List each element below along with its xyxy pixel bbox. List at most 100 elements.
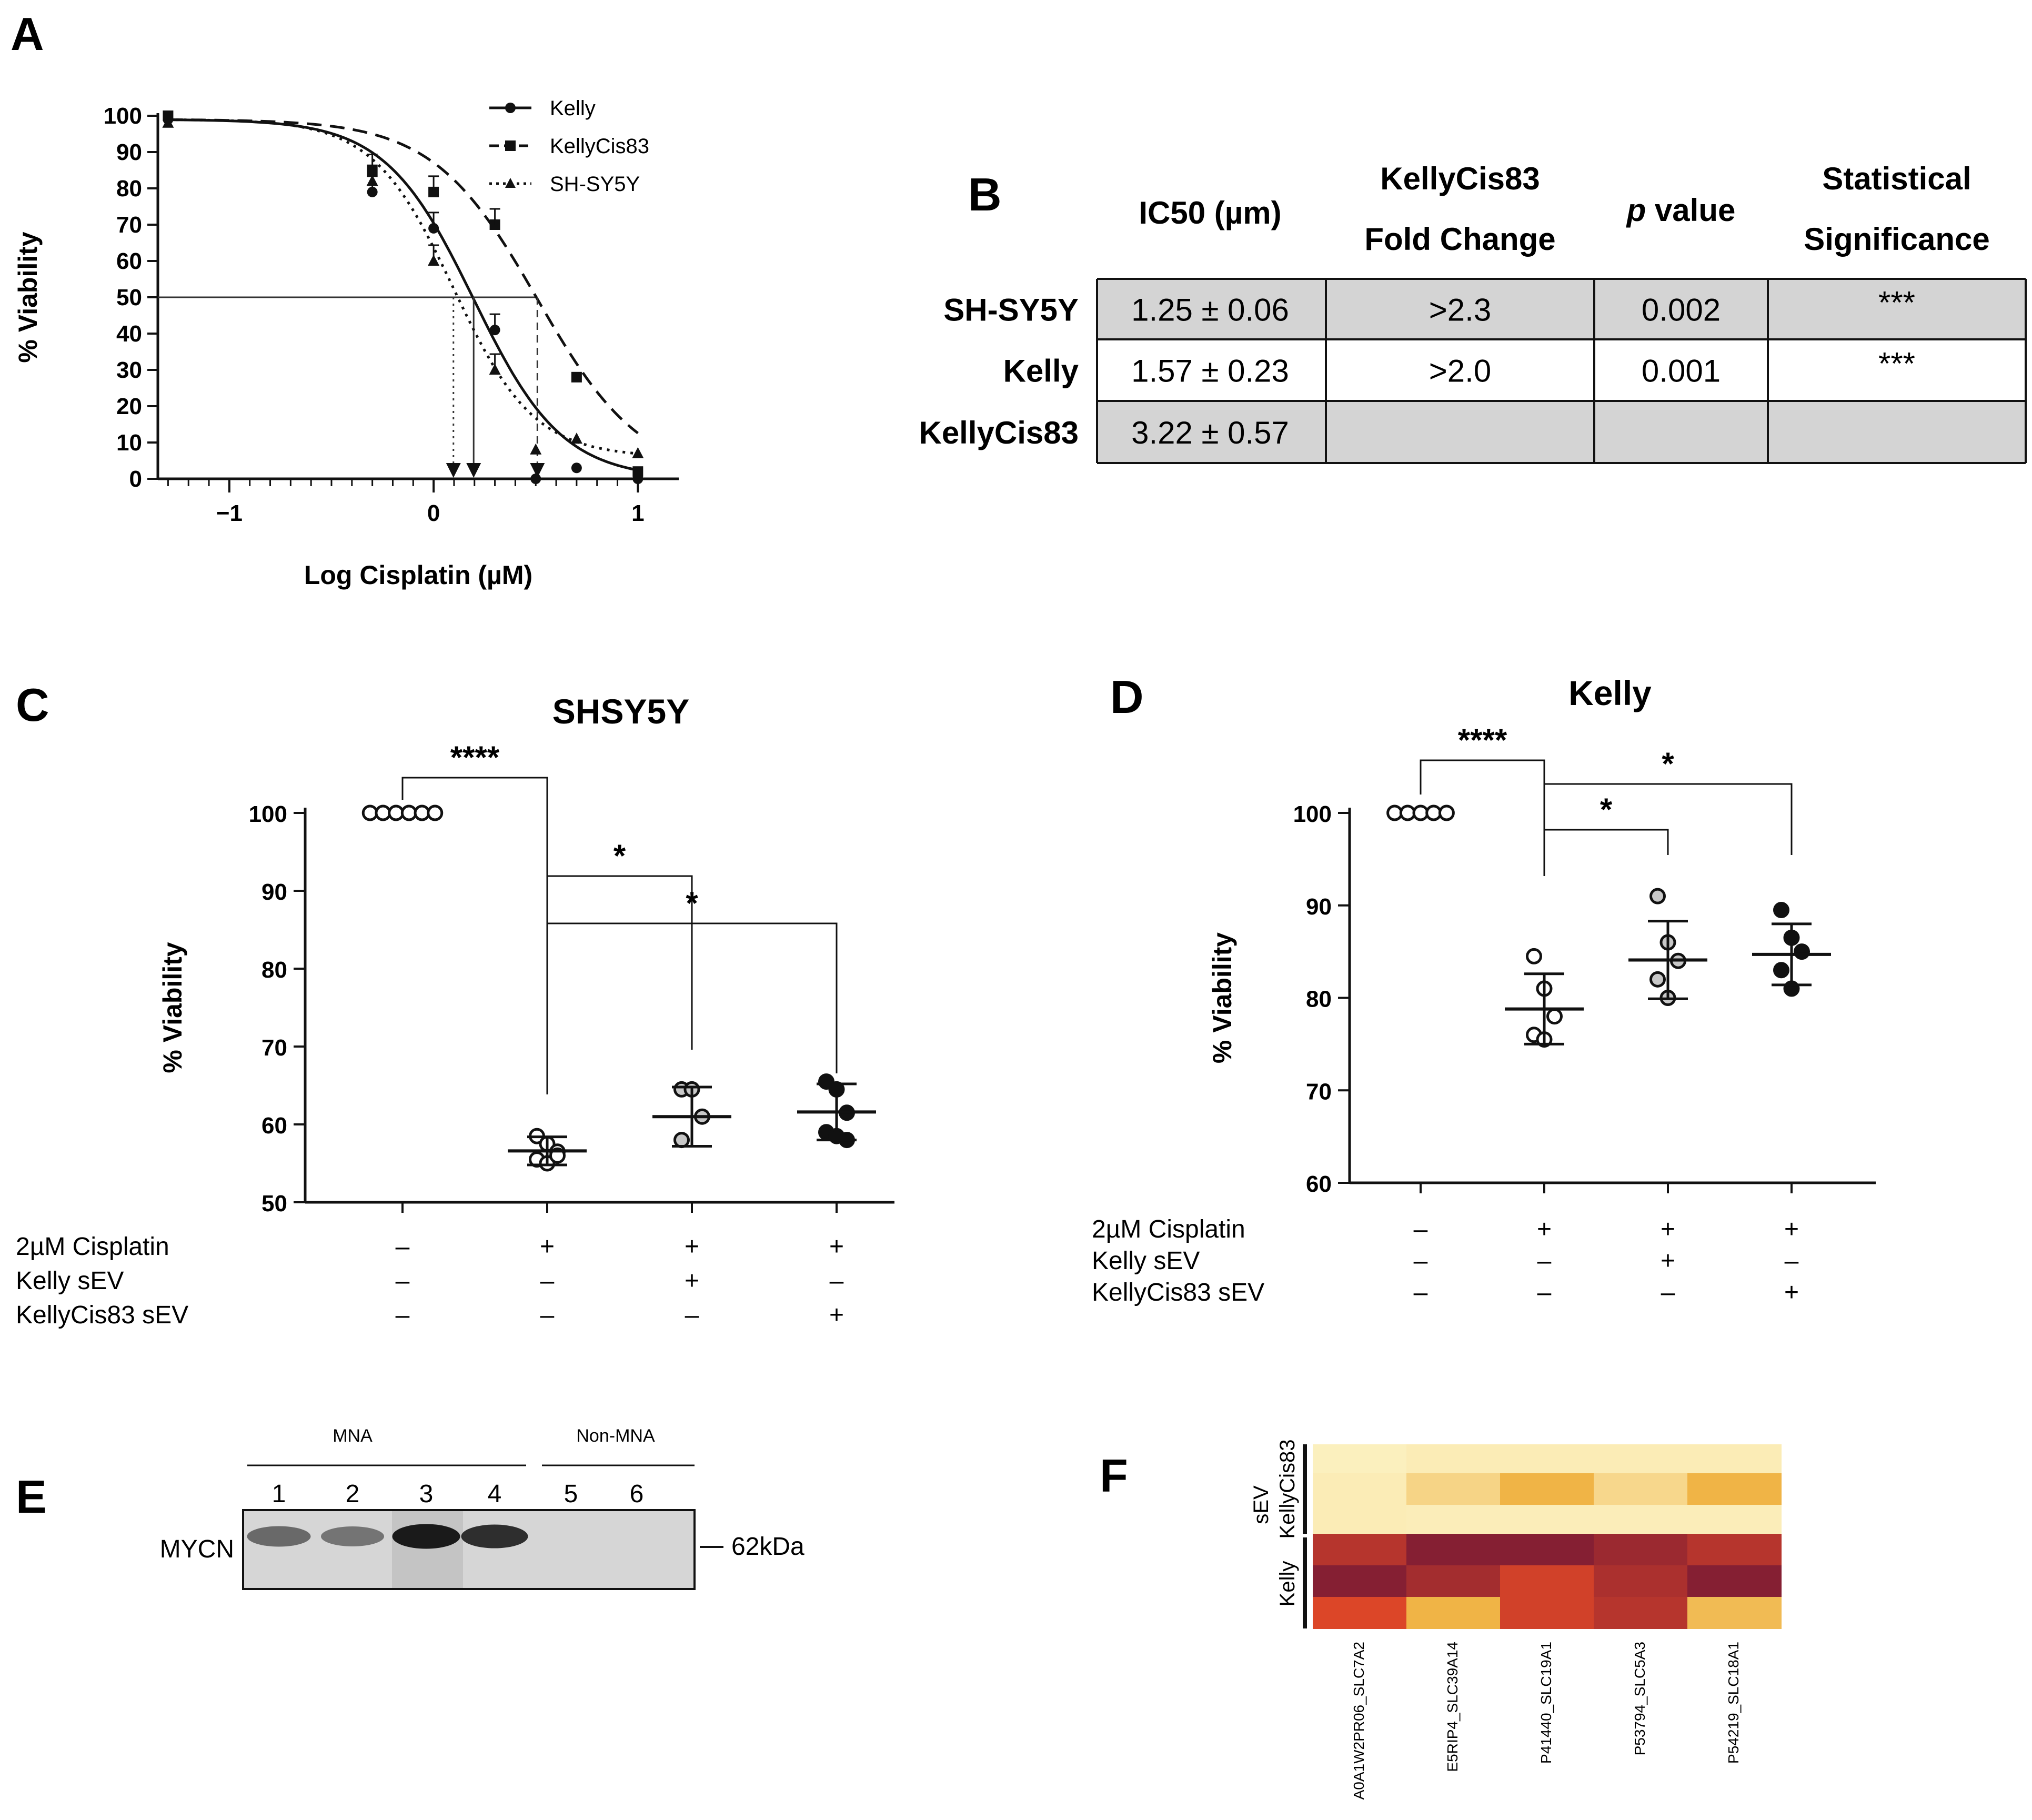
table-header-value: value xyxy=(1646,193,1735,228)
condition-value: – xyxy=(685,1301,699,1329)
condition-value: – xyxy=(1537,1247,1552,1275)
ic50-arrow xyxy=(530,463,545,478)
condition-value: – xyxy=(396,1301,410,1329)
column-label: A0A1W2PR06_SLC7A2 xyxy=(1351,1642,1367,1799)
significance-bracket xyxy=(401,777,548,1094)
condition-value: – xyxy=(1414,1215,1428,1243)
panel-letter-a: A xyxy=(11,8,44,60)
data-point xyxy=(414,805,430,821)
heatmap-cell xyxy=(1594,1444,1688,1474)
heatmap-cell xyxy=(1313,1473,1407,1505)
condition-label: Kelly sEV xyxy=(1092,1247,1200,1275)
data-point xyxy=(673,1132,690,1149)
y-axis-title: % Viability xyxy=(1208,932,1237,1063)
blot-membrane xyxy=(242,1509,696,1590)
heatmap-cell xyxy=(1687,1534,1782,1566)
table-cell: 0.001 xyxy=(1642,354,1721,389)
data-point xyxy=(1649,888,1666,904)
heatmap-cell xyxy=(1500,1473,1594,1505)
table-header-fold-change: Fold Change xyxy=(1364,222,1555,257)
row-group-label: KellyCis83 xyxy=(1276,1440,1299,1539)
heatmap-cell xyxy=(1500,1444,1594,1474)
significance-label: * xyxy=(1600,792,1613,827)
condition-value: + xyxy=(1784,1215,1799,1243)
y-tick-label: 60 xyxy=(116,248,142,274)
side-label-sev: sEV xyxy=(1250,1485,1273,1524)
fit-curve-sh-sy5y xyxy=(168,118,638,455)
data-point xyxy=(1773,902,1789,919)
legend-label: Kelly xyxy=(550,97,596,120)
condition-value: – xyxy=(1785,1247,1799,1275)
heatmap-cell xyxy=(1687,1597,1782,1629)
heatmap-cell xyxy=(1500,1534,1594,1566)
condition-label: KellyCis83 sEV xyxy=(1092,1279,1264,1306)
heatmap-cell xyxy=(1313,1444,1407,1474)
point-kellycis83 xyxy=(632,466,643,477)
heatmap-cell xyxy=(1406,1534,1501,1566)
x-axis-title: Log Cisplatin (µM) xyxy=(304,560,532,590)
data-point xyxy=(1773,962,1789,979)
chart-title: SHSY5Y xyxy=(552,692,689,731)
table-cell: 1.25 ± 0.06 xyxy=(1131,293,1289,328)
y-tick-label: 30 xyxy=(116,357,142,383)
y-tick-label: 50 xyxy=(261,1191,287,1216)
significance-label: * xyxy=(613,838,626,873)
y-tick-label: 100 xyxy=(104,103,142,129)
condition-label: Kelly sEV xyxy=(16,1267,124,1295)
point-shsy5y xyxy=(632,447,644,458)
point-shsy5y xyxy=(570,433,582,444)
group-label-non-mna: Non-MNA xyxy=(576,1426,655,1446)
y-tick-label: 70 xyxy=(1306,1079,1332,1104)
table-cell: 1.57 ± 0.23 xyxy=(1131,354,1289,389)
heatmap-cell xyxy=(1594,1597,1688,1629)
heatmap-cell xyxy=(1500,1597,1594,1629)
heatmap-cell xyxy=(1406,1505,1501,1534)
condition-label: KellyCis83 sEV xyxy=(16,1301,188,1329)
significance-bracket xyxy=(546,875,693,1089)
heatmap-cell xyxy=(1594,1534,1688,1566)
heatmap-cell xyxy=(1406,1473,1501,1505)
x-tick-label: 1 xyxy=(631,500,644,526)
table-row-label: Kelly xyxy=(1003,354,1079,389)
heatmap-cell xyxy=(1687,1473,1782,1505)
panel-letter-b: B xyxy=(968,168,1002,220)
table-header-kellycis83: KellyCis83 xyxy=(1380,161,1540,196)
condition-value: – xyxy=(1537,1279,1552,1306)
significance-bracket xyxy=(546,922,838,1089)
heatmap-cell xyxy=(1687,1565,1782,1597)
y-tick-label: 40 xyxy=(116,321,142,347)
y-tick-label: 0 xyxy=(129,466,142,492)
ic50-arrow xyxy=(446,463,461,478)
legend-label: KellyCis83 xyxy=(550,135,649,158)
legend-marker xyxy=(505,103,516,113)
condition-value: + xyxy=(1661,1247,1675,1275)
column-label: E5RIP4_SLC39A14 xyxy=(1444,1642,1461,1772)
heatmap-cell xyxy=(1500,1565,1594,1597)
data-point xyxy=(1412,805,1429,821)
panel-letter-f: F xyxy=(1100,1450,1128,1502)
table-header-p-value: p value xyxy=(1626,193,1736,228)
row-group-label: Kelly xyxy=(1276,1561,1299,1607)
transporter-heatmap: KellyCis83 Kelly sEV A0A1W2PR06_SLC7A2 E5RIP… xyxy=(1250,1440,1782,1799)
y-tick-label: 90 xyxy=(261,879,287,905)
data-point xyxy=(1399,805,1416,821)
fit-curve-kellycis83 xyxy=(168,118,639,435)
chart-title: Kelly xyxy=(1568,673,1652,712)
table-row-shade xyxy=(1097,401,2026,463)
data-point xyxy=(375,805,391,821)
y-tick-label: 10 xyxy=(116,430,142,456)
y-tick-label: 60 xyxy=(261,1113,287,1139)
condition-value: – xyxy=(396,1233,410,1261)
legend-label: SH-SY5Y xyxy=(550,173,640,196)
y-tick-label: 50 xyxy=(116,285,142,310)
heatmap-cell xyxy=(1687,1505,1782,1534)
lane-label: 2 xyxy=(346,1480,360,1508)
panel-letter-c: C xyxy=(16,679,49,731)
heatmap-cell xyxy=(1687,1444,1782,1474)
condition-value: + xyxy=(685,1267,699,1295)
condition-label: 2µM Cisplatin xyxy=(16,1233,169,1261)
table-header-statistical: Statistical xyxy=(1822,161,1971,196)
y-tick-label: 100 xyxy=(249,801,287,827)
lane-label: 4 xyxy=(488,1480,502,1508)
